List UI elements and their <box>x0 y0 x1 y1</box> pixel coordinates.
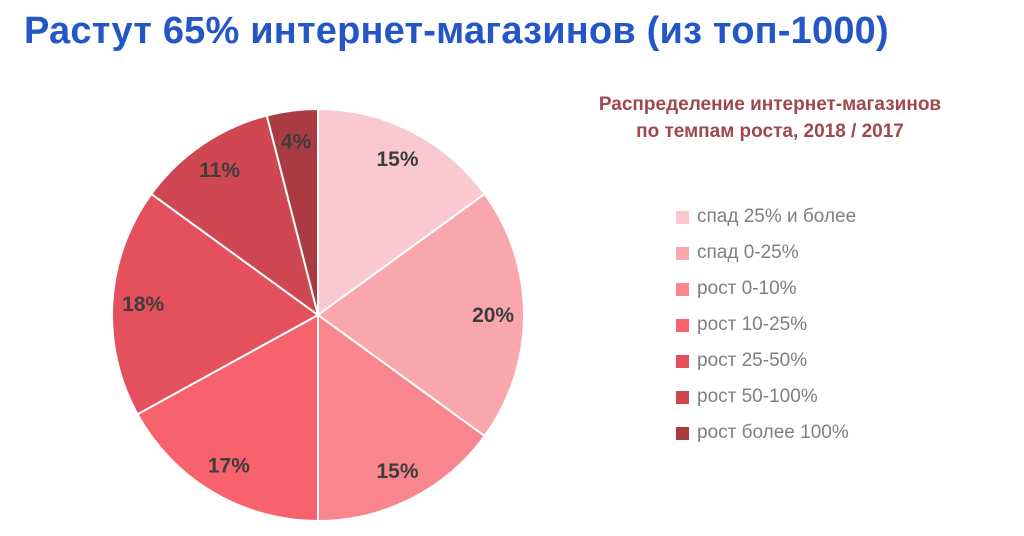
legend-swatch-icon <box>676 282 689 296</box>
pie-data-label-3: 17% <box>208 455 250 478</box>
legend-label: спад 0-25% <box>697 242 799 263</box>
legend-swatch-icon <box>676 210 689 224</box>
legend-item-5: рост 50-100% <box>676 386 856 408</box>
legend-swatch-icon <box>676 246 689 260</box>
legend-item-2: рост 0-10% <box>676 278 856 300</box>
legend-label: рост 0-10% <box>697 278 797 299</box>
legend-label: рост 10-25% <box>697 314 808 335</box>
pie-slice-1 <box>317 192 525 438</box>
pie-chart: 15% 20% 15% 17% 18% 11% 4% <box>106 103 530 527</box>
legend-swatch-icon <box>676 390 689 404</box>
legend-swatch-icon <box>676 318 689 332</box>
legend-label: рост 50-100% <box>697 386 818 407</box>
pie-svg: 15% 20% 15% 17% 18% 11% 4% <box>111 108 525 522</box>
pie-slice-5 <box>150 114 319 316</box>
pie-data-label-2: 15% <box>376 460 418 483</box>
legend-item-0: спад 25% и более <box>676 206 856 228</box>
legend-item-3: рост 10-25% <box>676 314 856 336</box>
pie-slice-2 <box>317 314 486 522</box>
legend-label: спад 25% и более <box>697 206 857 227</box>
pie-data-label-0: 15% <box>376 148 418 171</box>
pie-slice-6 <box>265 108 319 316</box>
pie-slice-3 <box>136 314 319 522</box>
chart-title: Распределение интернет-магазинов по темп… <box>545 92 995 145</box>
legend-item-6: рост более 100% <box>676 422 856 444</box>
pie-data-label-5: 11% <box>199 159 240 182</box>
pie-data-label-1: 20% <box>472 304 514 327</box>
legend-label: рост 25-50% <box>697 350 808 371</box>
chart-title-line-1: Распределение интернет-магазинов <box>598 94 942 115</box>
legend-swatch-icon <box>676 354 689 368</box>
chart-title-line-2: по темпам роста, 2018 / 2017 <box>636 120 904 142</box>
legend: спад 25% и более спад 0-25% рост 0-10% рост… <box>676 206 856 458</box>
page-title: Растут 65% интернет-магазинов (из топ-10… <box>24 10 889 52</box>
pie-slice-4 <box>111 192 319 416</box>
legend-label: рост более 100% <box>697 422 849 443</box>
legend-swatch-icon <box>676 426 689 440</box>
legend-item-4: рост 25-50% <box>676 350 856 372</box>
legend-item-1: спад 0-25% <box>676 242 856 264</box>
pie-data-label-4: 18% <box>122 293 164 316</box>
pie-data-label-6: 4% <box>281 130 312 153</box>
pie-slice-0 <box>317 108 486 316</box>
